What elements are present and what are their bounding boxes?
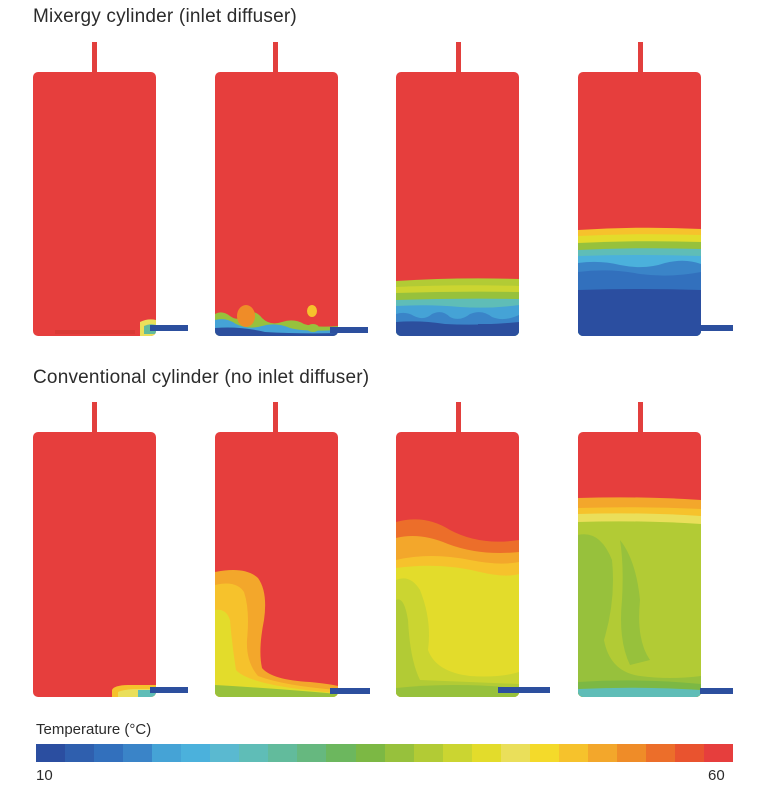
inlet-pipe — [700, 325, 733, 331]
legend-swatch-2 — [94, 744, 124, 762]
legend-swatch-18 — [558, 744, 588, 762]
legend-swatch-4 — [152, 744, 182, 762]
legend-swatch-20 — [616, 744, 646, 762]
top-pipe — [273, 42, 278, 74]
inlet-pipe — [150, 325, 188, 331]
top-pipe — [638, 402, 643, 434]
legend-swatch-8 — [268, 744, 298, 762]
legend-title: Temperature (°C) — [36, 721, 152, 738]
temperature-color-scale — [36, 744, 734, 762]
legend-min-label: 10 — [36, 767, 53, 784]
tank-body — [396, 72, 519, 336]
top-pipe — [638, 42, 643, 74]
legend-swatch-19 — [587, 744, 617, 762]
inlet-pipe — [700, 688, 733, 694]
tank-diagram — [33, 42, 733, 697]
mixergy-tank-3 — [396, 42, 519, 336]
legend-swatch-5 — [181, 744, 211, 762]
top-pipe — [456, 402, 461, 434]
inlet-pipe — [150, 687, 188, 693]
legend-max-label: 60 — [708, 767, 725, 784]
inlet-pipe — [478, 324, 518, 330]
legend-swatch-10 — [326, 744, 356, 762]
legend-swatch-7 — [239, 744, 269, 762]
tank-body — [33, 432, 156, 697]
mixergy-tank-1 — [33, 42, 188, 336]
mixergy-section-title: Mixergy cylinder (inlet diffuser) — [33, 6, 297, 27]
conventional-tank-3 — [396, 402, 550, 697]
inlet-pipe — [330, 327, 368, 333]
top-pipe — [273, 402, 278, 434]
inlet-pipe — [498, 687, 550, 693]
conventional-tank-2 — [215, 402, 370, 697]
conventional-section-title: Conventional cylinder (no inlet diffuser… — [33, 367, 370, 388]
conventional-tank-4 — [578, 402, 733, 697]
legend-swatch-22 — [675, 744, 705, 762]
legend-swatch-6 — [210, 744, 240, 762]
legend-swatch-3 — [123, 744, 153, 762]
top-pipe — [456, 42, 461, 74]
legend-swatch-1 — [65, 744, 95, 762]
legend-swatch-9 — [297, 744, 327, 762]
legend-swatch-15 — [471, 744, 501, 762]
legend-swatch-13 — [413, 744, 443, 762]
legend-swatch-14 — [442, 744, 472, 762]
legend-swatch-0 — [36, 744, 66, 762]
mixergy-tank-4 — [578, 42, 733, 336]
tank-body — [33, 72, 156, 336]
inlet-pipe — [330, 688, 370, 694]
legend-swatch-21 — [645, 744, 676, 762]
tank-body — [215, 72, 338, 336]
legend-swatch-11 — [355, 744, 385, 762]
legend-swatch-12 — [384, 744, 414, 762]
legend-swatch-16 — [500, 744, 530, 762]
top-pipe — [92, 42, 97, 74]
legend-swatch-17 — [529, 744, 559, 762]
mixergy-tank-2 — [215, 42, 368, 336]
conventional-tank-1 — [33, 402, 188, 697]
legend-swatch-23 — [704, 744, 734, 762]
top-pipe — [92, 402, 97, 434]
